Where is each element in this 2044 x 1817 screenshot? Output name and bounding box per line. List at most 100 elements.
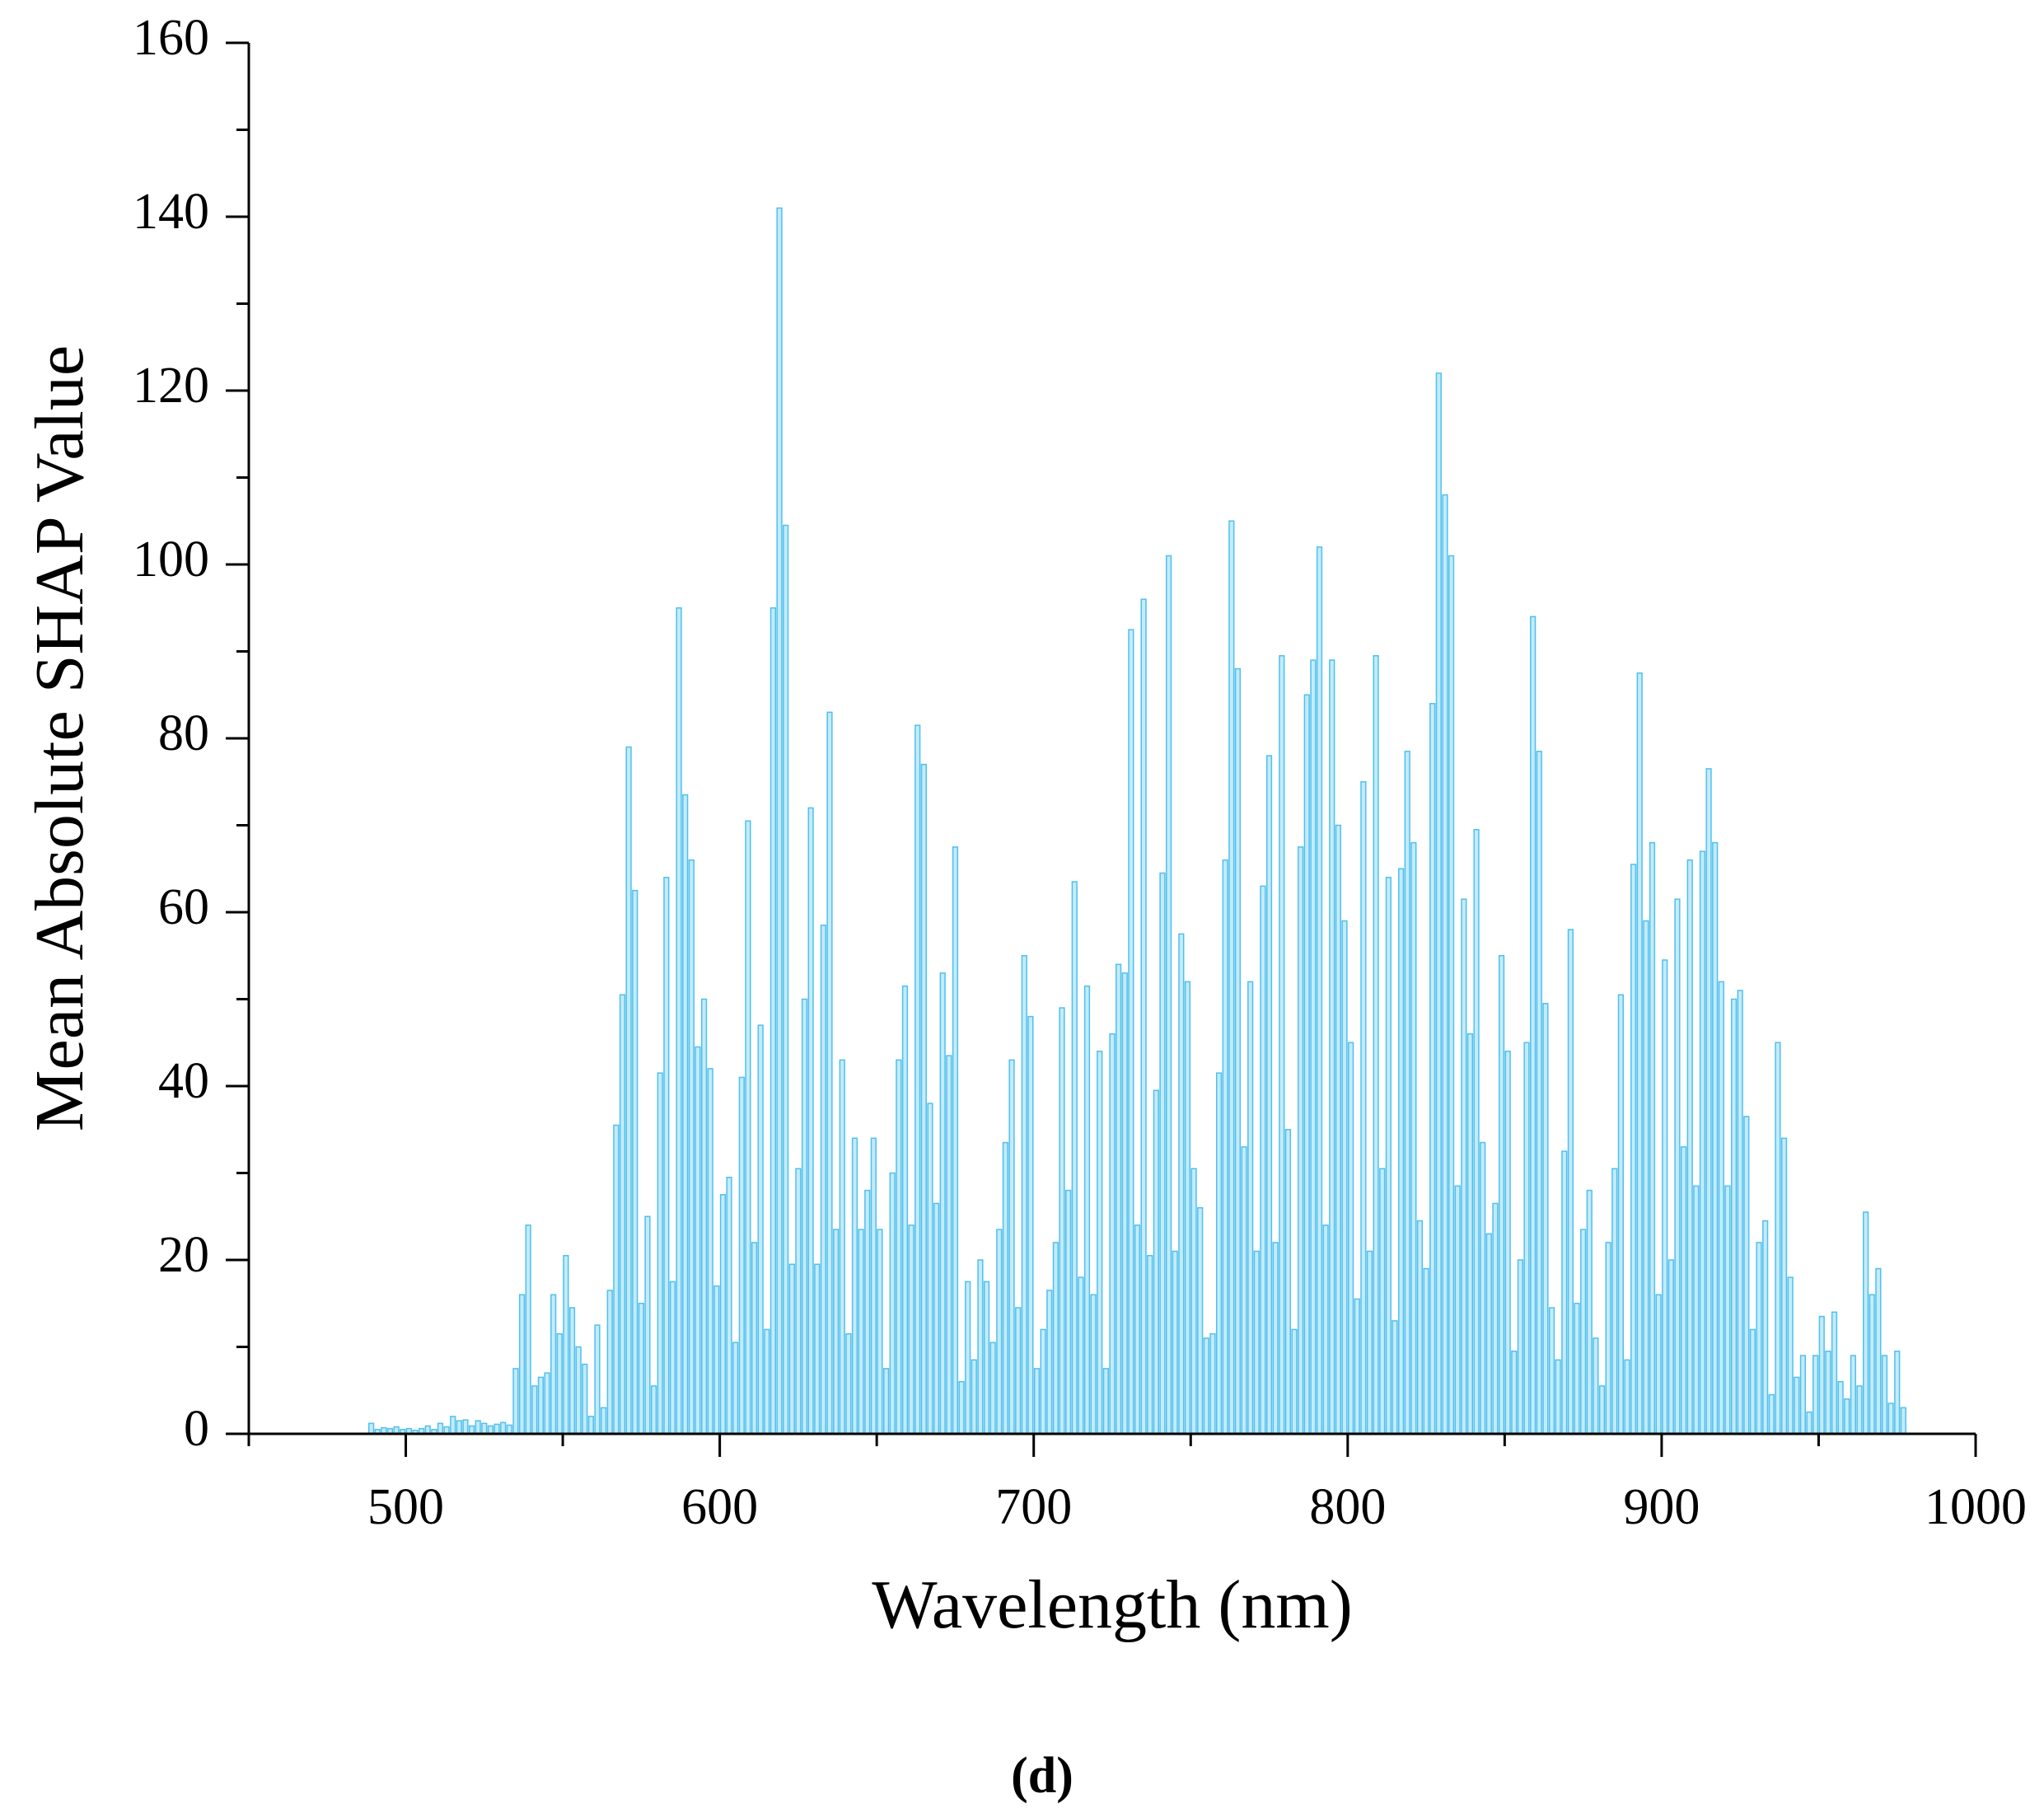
bar [1649,841,1656,1435]
bar [550,1294,557,1435]
bar [1863,1211,1869,1435]
bar [1705,768,1712,1435]
bar [1780,1137,1788,1435]
bar [1241,1146,1247,1435]
bar [933,1202,940,1435]
bar [1002,1141,1009,1435]
bar [707,1068,713,1435]
bar [1373,655,1379,1435]
bar [700,998,708,1435]
bar [1140,598,1147,1435]
bar [1310,659,1317,1435]
bar [625,746,632,1435]
bar [776,207,783,1435]
bar [807,807,814,1435]
bar [638,1303,644,1435]
bar [1165,555,1172,1435]
bar [1215,1072,1223,1435]
bar [1397,868,1405,1435]
bar [801,998,808,1435]
bar [1015,1307,1022,1435]
bar [544,1372,550,1435]
bar [606,1290,613,1435]
bar [1686,859,1693,1435]
bar [1147,1254,1153,1435]
bar [688,859,695,1435]
bar [1662,959,1668,1435]
bar [1008,1059,1015,1435]
bar [500,1421,507,1435]
bar [939,972,946,1435]
bar [1404,751,1410,1435]
bar [1548,1307,1555,1435]
x-tick-label: 900 [1623,1479,1700,1535]
bar [1222,859,1228,1435]
bar [1667,1259,1674,1435]
bar [1737,990,1743,1435]
bar [506,1424,512,1435]
bar [1504,1051,1511,1435]
bar [1605,1242,1611,1435]
x-axis-label: Wavelength (nm) [872,1566,1352,1643]
bar [537,1376,545,1435]
bar [1881,1355,1888,1435]
bar [833,1229,840,1435]
bar [1298,846,1304,1435]
bar [582,1363,588,1435]
bar [1730,998,1738,1435]
bar [1429,703,1436,1435]
bar [450,1416,456,1435]
bar [1435,372,1442,1435]
bar [1831,1311,1838,1435]
bar [1749,1328,1756,1435]
bar [1806,1411,1812,1435]
x-tick-label: 800 [1309,1479,1386,1535]
bar [914,724,921,1435]
bar [1466,1033,1474,1435]
bar [769,607,777,1435]
bar [1329,659,1335,1435]
bar [1693,1185,1700,1435]
bar [751,1242,758,1435]
bar [1718,981,1724,1435]
bar [1203,1337,1209,1435]
bar [1485,1233,1492,1435]
bar [877,1229,883,1435]
bar [757,1024,764,1435]
bar [946,1055,952,1435]
bar [820,925,827,1435]
bar [845,1332,852,1435]
bar [1134,1225,1141,1435]
bar [745,820,751,1435]
bar [1768,1393,1775,1435]
bar [1580,1229,1587,1435]
bar [1875,1267,1882,1435]
bar [1756,1242,1762,1435]
bar [456,1420,462,1435]
bar [989,1342,996,1435]
bar [594,1324,601,1435]
bar [601,1407,607,1435]
bar [1674,898,1681,1435]
bar [1385,877,1392,1435]
bar [1197,1206,1204,1435]
bar [1530,616,1537,1435]
bar [726,1177,732,1435]
bar [1630,864,1637,1435]
bar [1511,1351,1518,1435]
bar [1856,1385,1863,1435]
bar [563,1254,569,1435]
bar [839,1059,845,1435]
bar [1366,1250,1373,1435]
bar [481,1422,488,1435]
bar [462,1419,469,1435]
bar [1291,1328,1298,1435]
bar [1442,494,1448,1435]
bar [1303,694,1310,1435]
bar [1153,1089,1159,1435]
bar [1724,1185,1731,1435]
bar [1360,781,1367,1435]
bar [958,1380,965,1435]
bar [1574,1303,1580,1435]
bar [1586,1189,1593,1435]
